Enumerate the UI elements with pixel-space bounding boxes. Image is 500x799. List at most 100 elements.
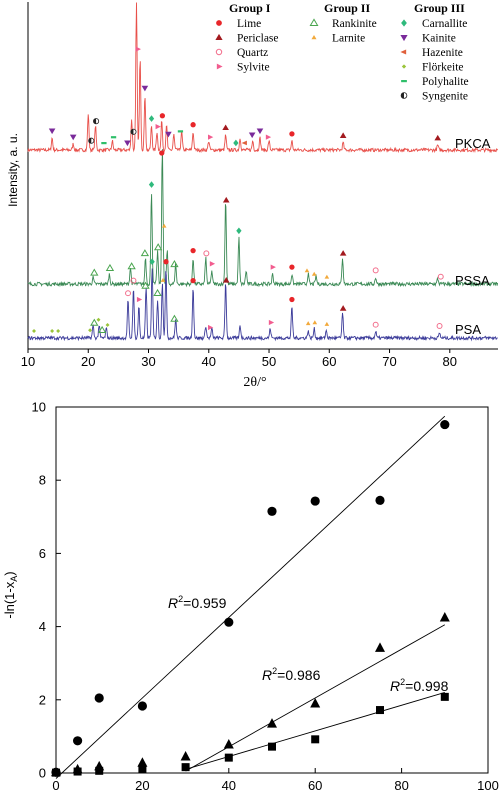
x-tick-label: 20 xyxy=(135,778,149,793)
x-tick-label: 60 xyxy=(322,354,336,369)
data-point-circle xyxy=(137,701,147,711)
marker-kainite xyxy=(48,128,56,135)
marker-florkeite xyxy=(88,328,93,333)
x-axis-label: 2θ/° xyxy=(243,375,266,390)
marker-lime xyxy=(159,150,165,156)
x-tick-label: 40 xyxy=(222,778,236,793)
r2-superscript: 2 xyxy=(178,594,183,604)
marker-rankinite xyxy=(105,263,115,271)
marker-sylvite xyxy=(155,123,161,130)
r2-label: R2=0.959 xyxy=(168,594,227,611)
marker-rankinite xyxy=(127,262,136,270)
x-tick-label: 60 xyxy=(308,778,322,793)
series-label: PSA xyxy=(455,322,481,337)
data-point-square xyxy=(138,764,147,773)
y-axis-label-subscript: A xyxy=(9,576,19,582)
marker-carnallite xyxy=(233,139,239,147)
legend: Group I Lime Periclase Quartz Sylvite Group I… xyxy=(215,1,469,103)
marker-syngenite-fill xyxy=(93,118,97,124)
y-tick-label: 0 xyxy=(39,766,46,781)
data-point-square xyxy=(440,692,449,701)
data-point-square xyxy=(52,768,60,777)
x-tick-label: 100 xyxy=(477,778,499,793)
y-axis-label: Intensity, a. u. xyxy=(6,133,20,207)
marker-lime xyxy=(190,247,196,254)
data-point-square xyxy=(224,753,233,762)
marker-quartz xyxy=(125,290,132,297)
data-point-circle xyxy=(224,617,234,627)
marker-kainite xyxy=(400,34,408,42)
marker-larnite xyxy=(324,321,330,326)
marker-syngenite-fill xyxy=(130,129,134,135)
marker-quartz xyxy=(372,321,379,328)
r2-superscript: 2 xyxy=(400,677,405,687)
marker-rankinite xyxy=(90,268,99,276)
marker-larnite xyxy=(161,223,167,228)
marker-rankinite xyxy=(141,281,150,289)
marker-florkeite xyxy=(105,322,110,327)
data-point-square xyxy=(268,742,276,751)
marker-sylvite xyxy=(136,296,143,303)
marker-kainite xyxy=(165,131,172,138)
x-tick-label: 20 xyxy=(81,354,95,369)
marker-rankinite xyxy=(90,318,99,326)
legend-entry-label: Periclase xyxy=(237,33,279,45)
series-line xyxy=(27,2,498,154)
marker-kainite xyxy=(256,128,264,135)
marker-rankinite xyxy=(170,260,179,268)
data-point-circle xyxy=(73,736,83,746)
marker-sylvite xyxy=(135,46,141,52)
marker-polyhalite xyxy=(401,80,407,83)
legend-entry-label: Sylvite xyxy=(237,62,270,74)
marker-florkeite xyxy=(56,329,61,333)
marker-carnallite xyxy=(401,19,407,27)
marker-kainite xyxy=(141,85,149,92)
data-point-triangle xyxy=(267,718,277,728)
kinetics-chart: 0 20 40 60 80 100 0 2 4 6 8 10 -ln(1-xA) R2=0.959 R2=0… xyxy=(0,390,500,799)
series-triangle: R2=0.986 xyxy=(51,611,450,777)
series-line xyxy=(27,149,499,288)
marker-rankinite xyxy=(153,288,162,297)
marker-syngenite xyxy=(93,118,100,125)
marker-lime xyxy=(216,20,222,26)
marker-hazenite xyxy=(400,49,407,55)
data-point-triangle xyxy=(310,697,321,708)
xrd-chart-svg: 10 20 30 40 50 60 70 80 2θ/° Intensity, a. u. PKCA… xyxy=(6,1,499,390)
series-pkca: PKCA xyxy=(27,2,498,154)
y-axis-label: -ln(1-xA) xyxy=(2,571,19,618)
marker-kainite xyxy=(69,134,77,141)
y-tick-label: 6 xyxy=(39,546,46,561)
marker-larnite xyxy=(305,321,311,326)
data-point-circle xyxy=(310,496,320,506)
plot-frame xyxy=(55,406,489,774)
legend-entry-label: Syngenite xyxy=(422,91,468,103)
data-point-triangle xyxy=(375,642,385,652)
marker-syngenite-fill xyxy=(88,138,92,144)
legend-group-title: Group III xyxy=(414,1,465,15)
data-point-circle xyxy=(267,506,277,516)
series-label: PKCA xyxy=(455,136,491,151)
marker-florkeite xyxy=(401,64,407,69)
data-point-triangle xyxy=(137,757,148,767)
marker-rankinite xyxy=(140,249,150,257)
marker-kainite xyxy=(248,132,256,139)
legend-group-title: Group II xyxy=(324,1,370,15)
r2-superscript: 2 xyxy=(272,666,277,676)
legend-entry-label: Kainite xyxy=(422,33,456,45)
marker-sylvite xyxy=(216,63,223,70)
marker-quartz xyxy=(437,273,444,280)
marker-periclase xyxy=(215,33,223,41)
xrd-chart: 10 20 30 40 50 60 70 80 2θ/° Intensity, a. u. PKCA… xyxy=(0,0,500,390)
marker-periclase xyxy=(339,132,347,138)
marker-carnallite xyxy=(236,227,242,235)
marker-rankinite xyxy=(153,243,163,251)
marker-sylvite xyxy=(207,324,214,331)
r2-value: =0.986 xyxy=(277,667,320,683)
data-point-square xyxy=(73,767,82,776)
x-tick-label: 50 xyxy=(262,354,276,369)
marker-lime xyxy=(289,131,295,137)
y-tick-label: 4 xyxy=(39,619,46,634)
marker-polyhalite xyxy=(177,130,184,133)
marker-polyhalite xyxy=(110,136,117,139)
marker-larnite xyxy=(160,277,166,282)
